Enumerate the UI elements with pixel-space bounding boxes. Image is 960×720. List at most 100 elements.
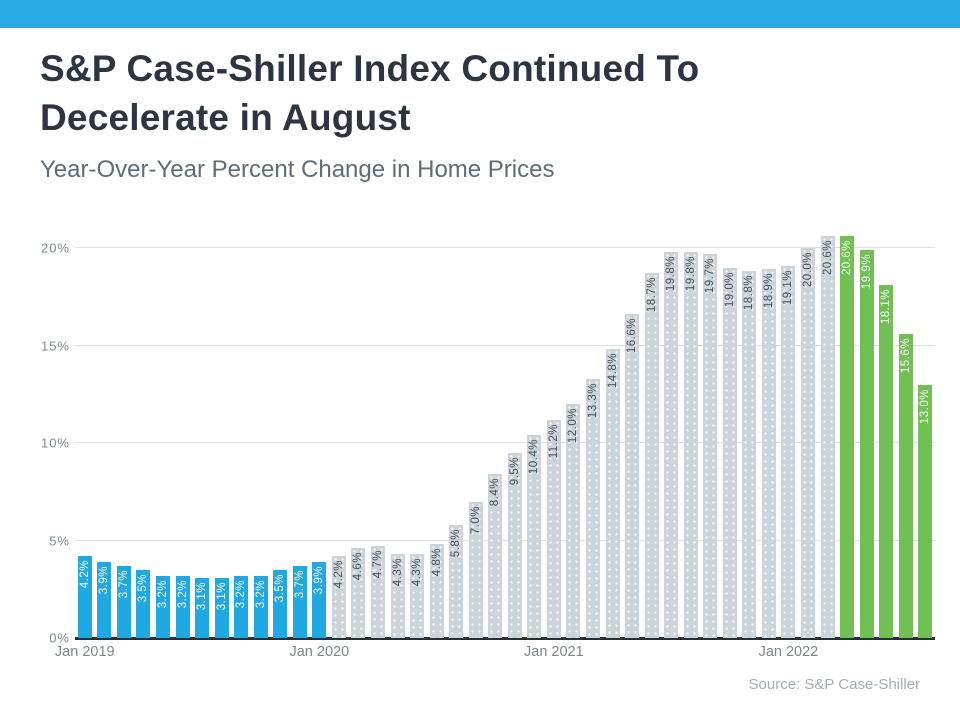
bar-jul-2020: 4.8% [429,544,444,638]
bar-dec-2019: 3.7% [292,565,307,638]
bar-jun-2019: 3.2% [175,575,190,638]
bar-value-label: 14.8% [606,353,619,389]
x-axis: Jan 2019 Jan 2020 Jan 2021 Jan 2022 [55,644,935,664]
bar-value-label: 4.2% [78,560,91,589]
bar-apr-2019: 3.5% [136,569,151,638]
bar-value-label: 4.3% [391,558,404,587]
bar-may-2020: 4.3% [390,554,405,638]
bar-nov-2019: 3.5% [273,569,288,638]
bar-jan-2022: 19.1% [781,265,796,638]
bar-jun-2022: 18.1% [879,285,894,638]
gridline-20 [75,247,935,248]
bar-feb-2019: 3.9% [97,561,112,638]
top-accent-bar [0,0,960,28]
bar-jan-2021: 11.2% [546,419,561,638]
gridline-5 [75,539,935,541]
bar-may-2022: 19.9% [859,249,874,638]
gridline-10 [75,442,935,443]
bar-value-label: 19.1% [782,269,795,305]
page-title-line2: Decelerate in August [40,97,411,139]
x-tick-label-jan-2020: Jan 2020 [289,644,350,660]
bar-value-label: 4.7% [371,550,384,579]
bar-mar-2020: 4.6% [351,548,366,638]
x-axis-line [75,637,935,640]
bar-oct-2021: 19.0% [722,267,737,638]
bar-value-label: 3.1% [215,581,228,610]
bar-value-label: 4.2% [332,560,345,589]
bar-aug-2019: 3.1% [214,577,229,638]
bar-feb-2021: 12.0% [566,404,581,638]
bar-value-label: 10.4% [528,439,541,475]
bar-feb-2022: 20.0% [800,248,815,638]
bar-mar-2022: 20.6% [820,236,835,638]
bar-value-label: 3.9% [98,565,111,595]
bar-value-label: 19.7% [704,257,717,293]
bar-oct-2019: 3.2% [253,575,268,638]
bar-value-label: 18.1% [880,289,893,325]
bar-value-label: 12.0% [567,408,580,444]
header: S&P Case-Shiller Index Continued To Dece… [40,44,920,184]
bar-jul-2021: 19.8% [664,251,679,638]
bar-jul-2019: 3.1% [195,577,210,638]
y-tick-label: 10% [40,435,70,451]
bar-aug-2021: 19.8% [683,251,698,638]
page-title-line1: S&P Case-Shiller Index Continued To [40,48,700,89]
bar-value-label: 7.0% [469,505,482,534]
bar-value-label: 3.5% [274,573,287,602]
bar-value-label: 9.5% [508,456,521,485]
bar-sep-2019: 3.2% [234,575,249,638]
bar-value-label: 18.9% [762,273,775,309]
y-tick-label: 0% [49,630,70,646]
bar-jun-2020: 4.3% [410,554,425,638]
bar-value-label: 19.0% [723,271,736,307]
bar-value-label: 4.8% [430,548,443,577]
bar-aug-2022: 13.0% [918,384,933,638]
bar-value-label: 5.8% [450,528,463,558]
x-tick-label-jan-2021: Jan 2021 [524,644,584,660]
bar-value-label: 8.4% [489,478,502,507]
bar-aug-2020: 5.8% [449,524,464,638]
bar-value-label: 15.6% [899,337,912,373]
y-tick-label: 20% [40,240,70,256]
plot-area: 4.2% 3.9% 3.7% 3.5% 3.2% 3.2% 3.1% 3.1% 3.2% 3.2%… [75,234,935,640]
bar-value-label: 4.6% [352,552,365,581]
bar-jan-2020: 3.9% [312,561,327,638]
bar-value-label: 16.6% [626,318,639,354]
bar-value-label: 11.2% [547,423,560,458]
bar-apr-2021: 14.8% [605,349,620,638]
gridline-15 [75,344,935,346]
bar-apr-2020: 4.7% [370,546,385,638]
bar-value-label: 20.0% [801,252,814,288]
bar-value-label: 20.6% [821,240,834,276]
bar-value-label: 3.1% [196,581,209,610]
bar-sep-2020: 7.0% [468,501,483,638]
bar-value-label: 13.0% [919,388,932,424]
bar-may-2021: 16.6% [625,314,640,638]
bar-value-label: 3.7% [117,569,130,599]
bar-mar-2019: 3.7% [116,565,131,638]
bar-value-label: 3.5% [137,573,150,602]
page-title: S&P Case-Shiller Index Continued To Dece… [40,44,920,142]
bar-feb-2020: 4.2% [331,556,346,638]
bar-value-label: 18.8% [743,275,756,311]
bar-jul-2022: 15.6% [898,333,913,638]
source-credit: Source: S&P Case-Shiller [748,676,920,693]
bar-dec-2021: 18.9% [761,269,776,638]
bar-jun-2021: 18.7% [644,273,659,638]
bar-value-label: 3.2% [254,579,267,608]
y-tick-label: 15% [40,338,70,353]
bar-mar-2021: 13.3% [585,378,600,638]
y-tick-label: 5% [49,533,70,548]
y-axis: 0% 5% 10% 15% 20% [30,234,70,646]
bar-value-label: 19.9% [860,253,873,290]
bar-value-label: 4.3% [411,558,424,587]
bar-value-label: 13.3% [586,382,599,418]
bar-value-label: 3.2% [176,579,189,608]
bar-oct-2020: 8.4% [488,474,503,638]
bar-jan-2019: 4.2% [77,556,92,638]
bar-value-label: 3.9% [313,565,326,595]
bar-may-2019: 3.2% [155,575,170,638]
bar-value-label: 18.7% [645,277,658,313]
bar-value-label: 3.2% [156,579,169,608]
